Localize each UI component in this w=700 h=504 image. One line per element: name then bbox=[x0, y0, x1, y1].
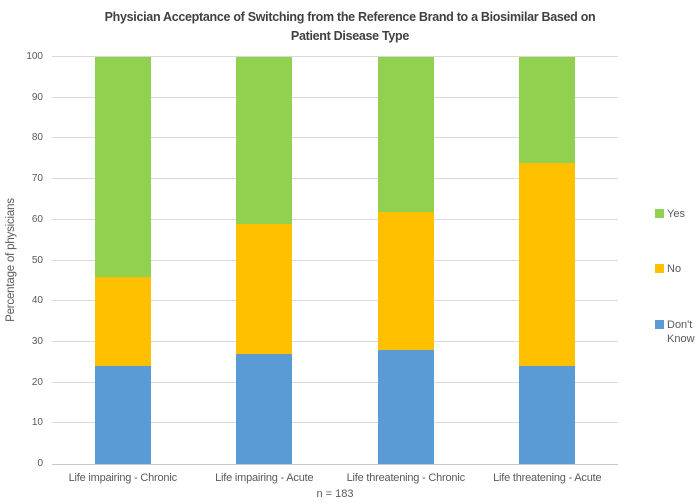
bar-segment-no bbox=[377, 211, 434, 351]
bar-segment-don-t-know bbox=[94, 366, 151, 464]
bar-life-impairing-acute bbox=[236, 57, 293, 464]
bar-segment-yes bbox=[377, 57, 434, 212]
legend-label-don-t-know: Don't Know bbox=[667, 319, 695, 345]
gridline bbox=[52, 96, 618, 98]
gridline bbox=[52, 56, 618, 57]
gridline bbox=[52, 178, 618, 180]
legend-label-yes: Yes bbox=[667, 208, 685, 220]
bar-segment-yes bbox=[236, 57, 293, 224]
x-axis-label-life-threatening-chronic: Life threatening - Chronic bbox=[346, 472, 466, 484]
gridline bbox=[52, 381, 618, 383]
gridline bbox=[52, 300, 618, 302]
bar-segment-don-t-know bbox=[519, 366, 576, 464]
y-tick-label: 50 bbox=[31, 254, 43, 266]
legend-swatch-no bbox=[655, 264, 664, 273]
bar-life-threatening-acute bbox=[519, 57, 576, 464]
gridline bbox=[52, 259, 618, 261]
y-tick-label: 90 bbox=[31, 91, 43, 103]
x-axis-label-life-impairing-chronic: Life impairing - Chronic bbox=[68, 472, 178, 484]
bar-segment-don-t-know bbox=[377, 350, 434, 464]
gridline bbox=[52, 340, 618, 342]
bar-segment-yes bbox=[94, 57, 151, 277]
legend-swatch-yes bbox=[655, 209, 664, 218]
x-axis-label-life-impairing-acute: Life impairing - Acute bbox=[215, 472, 314, 484]
y-tick-label: 20 bbox=[31, 376, 43, 388]
bar-segment-yes bbox=[519, 57, 576, 163]
gridline bbox=[52, 137, 618, 139]
x-axis-line bbox=[52, 464, 618, 465]
y-tick-label: 80 bbox=[31, 132, 43, 144]
plot-area bbox=[52, 56, 618, 465]
legend-item-don-t-know: Don't Know bbox=[655, 318, 700, 346]
chart-title-line-1: Physician Acceptance of Switching from t… bbox=[104, 10, 596, 24]
footnote: n = 183 bbox=[316, 488, 354, 500]
x-axis-label-life-threatening-acute: Life threatening - Acute bbox=[493, 472, 602, 484]
legend-swatch-don-t-know bbox=[655, 320, 664, 329]
bar-segment-no bbox=[94, 276, 151, 367]
gridline bbox=[52, 218, 618, 220]
y-tick-label: 0 bbox=[37, 458, 43, 469]
legend-item-no: No bbox=[655, 262, 700, 276]
y-tick-label: 100 bbox=[26, 51, 43, 62]
bar-life-threatening-chronic bbox=[377, 57, 434, 464]
y-tick-label: 60 bbox=[31, 213, 43, 225]
y-tick-label: 70 bbox=[31, 173, 43, 185]
gridline bbox=[52, 422, 618, 424]
bar-life-impairing-chronic bbox=[94, 57, 151, 464]
y-tick-label: 40 bbox=[31, 295, 43, 307]
legend-item-yes: Yes bbox=[655, 207, 700, 221]
legend-label-no: No bbox=[667, 263, 682, 275]
bar-segment-no bbox=[236, 223, 293, 355]
chart-title-line-2: Patient Disease Type bbox=[290, 29, 410, 43]
bar-segment-no bbox=[519, 162, 576, 367]
chart-title: Physician Acceptance of Switching from t… bbox=[0, 8, 700, 46]
y-tick-label: 30 bbox=[31, 335, 43, 347]
y-tick-label: 10 bbox=[31, 417, 43, 429]
bar-segment-don-t-know bbox=[236, 354, 293, 464]
